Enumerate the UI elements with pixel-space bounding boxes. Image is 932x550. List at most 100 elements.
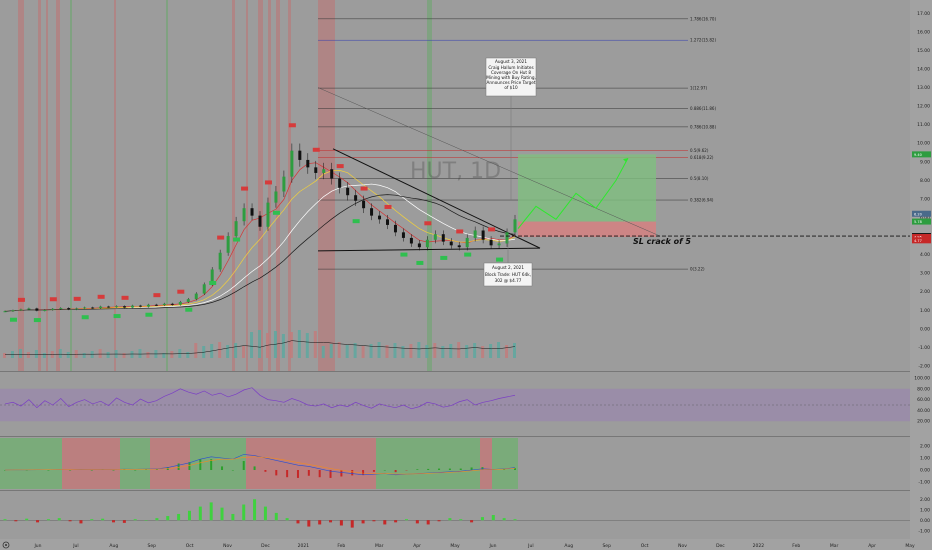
volume-bar bbox=[186, 352, 190, 358]
callout-line: Mining with Buy Rating, bbox=[486, 75, 536, 80]
callout-box bbox=[485, 57, 537, 97]
settings-gear-icon[interactable] bbox=[2, 541, 10, 549]
macd-histogram-bar bbox=[112, 470, 115, 471]
sell-band bbox=[276, 0, 280, 371]
oscillator-bar bbox=[220, 507, 224, 521]
oscillator-bar bbox=[350, 520, 354, 528]
candle-body bbox=[433, 234, 437, 240]
buy-signal-badge bbox=[113, 314, 121, 319]
signal-badges bbox=[9, 123, 504, 323]
sell-signal-badge bbox=[177, 289, 185, 294]
volume-bar bbox=[449, 344, 453, 358]
macd-trend-band bbox=[150, 438, 190, 489]
macd-histogram-bar bbox=[470, 467, 473, 470]
pane-divider bbox=[0, 371, 910, 372]
candle-body bbox=[138, 305, 142, 307]
buy-signal-badge bbox=[209, 280, 217, 285]
time-axis[interactable] bbox=[0, 539, 910, 550]
time-tick-label: Jun bbox=[33, 543, 41, 549]
candle-body bbox=[115, 306, 119, 308]
macd-histogram-bar bbox=[372, 470, 375, 472]
candle-body bbox=[409, 237, 413, 244]
buy-signal-badge bbox=[185, 307, 193, 312]
candle-body bbox=[83, 307, 87, 309]
oscillator-bar bbox=[68, 520, 72, 522]
macd-histogram-bar bbox=[296, 470, 299, 478]
oscillator-pane[interactable] bbox=[0, 491, 910, 539]
candle-body bbox=[3, 311, 7, 313]
buy-signal-badge bbox=[400, 252, 408, 257]
oscillator-bar bbox=[112, 520, 116, 523]
callout-line: 302 @ $4.77 bbox=[495, 278, 522, 283]
volume-bar bbox=[417, 342, 421, 358]
time-tick-label: 2021 bbox=[298, 543, 310, 549]
price-tick-label: 14.00 bbox=[917, 66, 930, 72]
price-tick-label: 2.00 bbox=[920, 289, 930, 295]
candle-body bbox=[274, 191, 278, 203]
trade-position-box[interactable] bbox=[518, 154, 656, 237]
volume-bar bbox=[313, 331, 317, 358]
projection-path[interactable] bbox=[517, 157, 629, 229]
rsi-tick-label: 40.00 bbox=[917, 408, 930, 414]
symbol-watermark: HUT, 1D bbox=[410, 159, 501, 184]
time-tick-label: Dec bbox=[716, 543, 725, 549]
price-tick-label: 11.00 bbox=[917, 122, 930, 128]
sell-signal-badge bbox=[288, 123, 296, 128]
sell-band bbox=[246, 0, 248, 371]
candle-body bbox=[123, 306, 127, 308]
price-candles bbox=[3, 143, 517, 313]
macd-histogram-bar bbox=[242, 461, 245, 470]
sell-signal-badge bbox=[217, 235, 225, 240]
price-pane[interactable] bbox=[0, 0, 910, 371]
volume-bar bbox=[58, 349, 62, 358]
volume-bar bbox=[297, 330, 301, 358]
macd-histogram-bar bbox=[459, 468, 462, 470]
news-callout-top[interactable]: August 3, 2021 Craig Hallum Initiates Co… bbox=[485, 57, 537, 200]
oscillator-bar bbox=[448, 518, 452, 521]
volume-bar bbox=[329, 344, 333, 358]
sell-signal-badge bbox=[424, 221, 432, 226]
candle-body bbox=[218, 252, 222, 270]
oscillator-bar bbox=[155, 518, 159, 521]
sell-signal-badge bbox=[360, 186, 368, 191]
volume-bar bbox=[489, 344, 493, 358]
candle-body bbox=[11, 310, 15, 312]
time-tick-label: Sep bbox=[147, 543, 156, 549]
candle-body bbox=[378, 215, 382, 220]
sell-signal-badge bbox=[264, 180, 272, 185]
fib-label: 0.618(9.22) bbox=[690, 155, 714, 160]
callout-line: Announces Price Target bbox=[487, 80, 536, 85]
macd-histogram-bar bbox=[351, 470, 354, 476]
oscillator-bar bbox=[122, 520, 126, 523]
volume-average-line bbox=[4, 340, 516, 355]
macd-trend-band bbox=[0, 438, 62, 489]
oscillator-bar bbox=[79, 520, 83, 524]
price-tag-box bbox=[912, 210, 931, 217]
volume-bar bbox=[66, 352, 70, 358]
price-tick-label: 16.00 bbox=[917, 29, 930, 35]
price-axis[interactable] bbox=[910, 0, 932, 550]
price-tick-label: -1.00 bbox=[918, 345, 930, 351]
oscillator-bar bbox=[502, 518, 506, 521]
triangle-trendlines[interactable] bbox=[317, 87, 661, 252]
time-tick-label: Aug bbox=[564, 543, 573, 549]
oscillator-bar bbox=[470, 520, 474, 523]
price-tick-label: 10.00 bbox=[917, 141, 930, 147]
candle-body bbox=[67, 308, 71, 310]
candle-body bbox=[457, 245, 461, 248]
volume-bar bbox=[457, 342, 461, 358]
volume-bar bbox=[122, 353, 126, 358]
volume-bar bbox=[82, 353, 86, 358]
fib-label: 0.382(6.94) bbox=[690, 198, 714, 203]
oscillator-bar bbox=[36, 520, 40, 523]
candle-body bbox=[226, 236, 230, 253]
news-callout-bottom[interactable]: August 2, 2021 Block Trade: HUT 64k, 302… bbox=[483, 240, 533, 287]
oscillator-bar bbox=[307, 520, 311, 527]
price-tick-label: 8.00 bbox=[920, 178, 930, 184]
buy-signal-badge bbox=[416, 260, 424, 265]
oscillator-bar bbox=[285, 518, 289, 521]
sell-signal-badge bbox=[488, 227, 496, 232]
price-tag-label: 6.20 bbox=[914, 212, 922, 216]
time-tick-label: Apr bbox=[868, 543, 876, 549]
